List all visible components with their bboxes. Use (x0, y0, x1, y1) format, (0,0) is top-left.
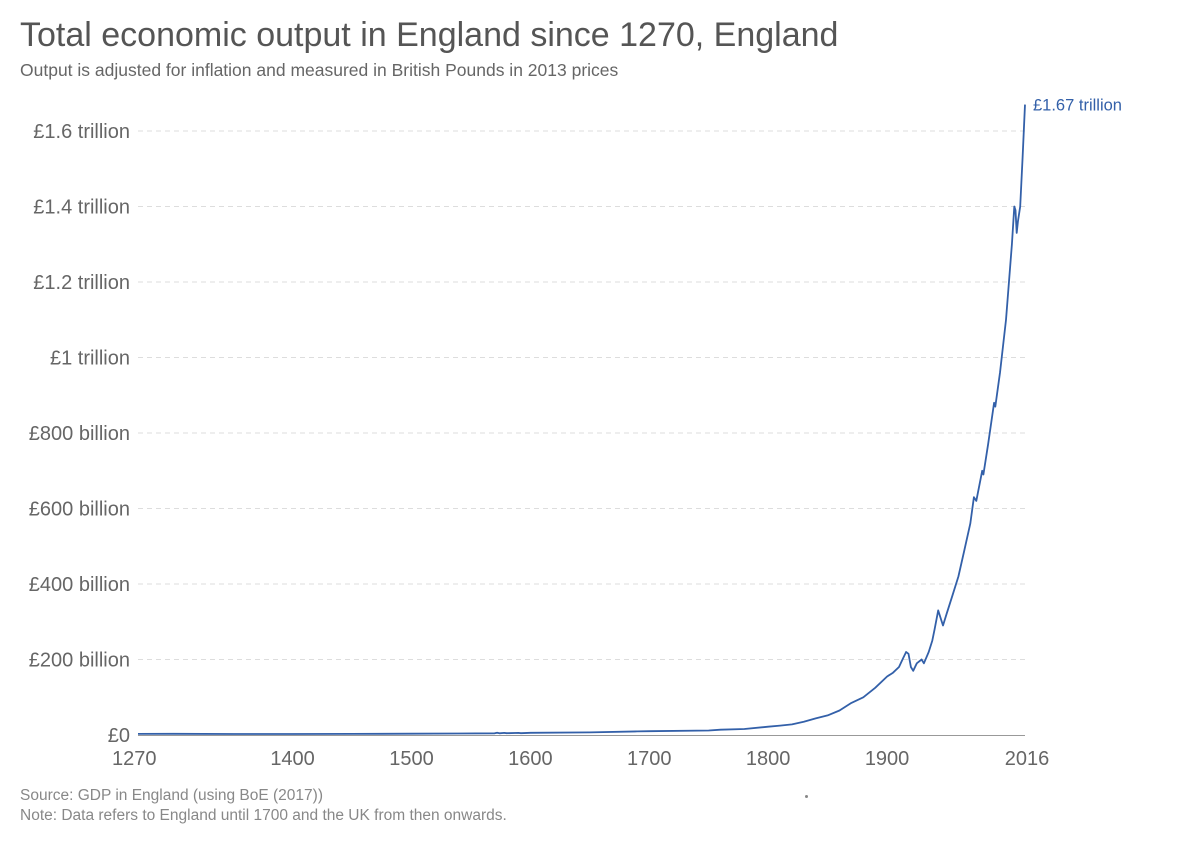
y-tick-label: £0 (108, 725, 130, 747)
end-value-label: £1.67 trillion (1033, 97, 1122, 115)
y-tick-label: £400 billion (29, 574, 130, 596)
data-note: Note: Data refers to England until 1700 … (20, 807, 507, 824)
x-tick-label: 1900 (865, 748, 910, 770)
chart-subtitle: Output is adjusted for inflation and mea… (20, 60, 619, 80)
x-tick-label: 1500 (389, 748, 434, 770)
y-tick-label: £600 billion (29, 499, 130, 521)
x-tick-label: 1270 (112, 748, 157, 770)
y-tick-label: £1.2 trillion (33, 272, 130, 294)
x-tick-label: 1700 (627, 748, 672, 770)
x-tick-label: 1600 (508, 748, 553, 770)
y-tick-label: £1 trillion (50, 348, 130, 370)
x-tick-label: 2016 (1005, 748, 1050, 770)
decorative-dot (805, 795, 808, 798)
gridlines (138, 130, 1025, 660)
x-tick-label: 1400 (270, 748, 315, 770)
chart-title: Total economic output in England since 1… (20, 16, 839, 54)
y-tick-label: £1.4 trillion (33, 197, 130, 219)
y-axis-ticks: £0 £200 billion £400 billion £600 billion £8… (29, 121, 130, 747)
x-axis-ticks: 1270 1400 1500 1600 1700 1800 1900 2016 (112, 748, 1049, 770)
y-tick-label: £200 billion (29, 650, 130, 672)
y-tick-label: £1.6 trillion (33, 121, 130, 143)
source-note: Source: GDP in England (using BoE (2017)… (20, 787, 323, 804)
series-line-gdp (137, 104, 1026, 735)
x-tick-label: 1800 (746, 748, 791, 770)
y-tick-label: £800 billion (29, 423, 130, 445)
